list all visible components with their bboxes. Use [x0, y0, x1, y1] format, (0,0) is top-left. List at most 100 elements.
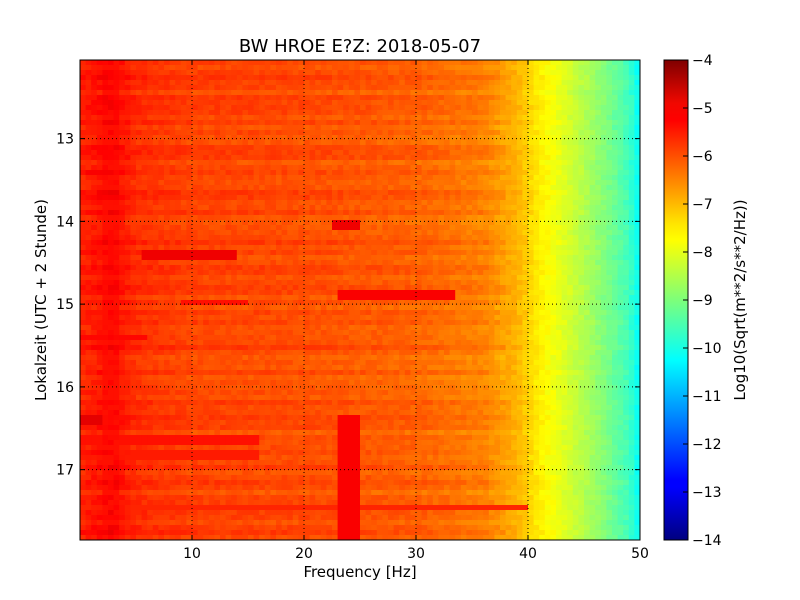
heatmap-cell — [169, 230, 176, 236]
heatmap-cell — [298, 265, 305, 271]
heatmap-cell — [80, 100, 87, 106]
heatmap-cell — [158, 65, 165, 71]
heatmap-cell — [567, 165, 574, 171]
heatmap-cell — [533, 95, 540, 101]
heatmap-cell — [248, 225, 255, 231]
heatmap-cell — [556, 135, 563, 141]
heatmap-cell — [505, 270, 512, 276]
heatmap-cell — [147, 295, 154, 301]
heatmap-cell — [472, 240, 479, 246]
heatmap-cell — [91, 225, 98, 231]
heatmap-cell — [438, 155, 445, 161]
heatmap-cell — [533, 305, 540, 311]
heatmap-cell — [186, 100, 193, 106]
heatmap-cell — [315, 205, 322, 211]
heatmap-cell — [494, 125, 501, 131]
heatmap-cell — [298, 235, 305, 241]
heatmap-cell — [248, 205, 255, 211]
heatmap-cell — [449, 125, 456, 131]
heatmap-cell — [550, 65, 557, 71]
heatmap-cell — [404, 300, 411, 306]
heatmap-cell — [561, 160, 568, 166]
heatmap-cell — [584, 225, 591, 231]
heatmap-cell — [192, 195, 199, 201]
heatmap-cell — [500, 100, 507, 106]
heatmap-cell — [606, 195, 613, 201]
heatmap-cell — [421, 135, 428, 141]
heatmap-cell — [214, 75, 221, 81]
heatmap-cell — [617, 275, 624, 281]
heatmap-cell — [410, 105, 417, 111]
heatmap-cell — [180, 95, 187, 101]
heatmap-cell — [102, 250, 109, 256]
heatmap-cell — [360, 155, 367, 161]
heatmap-cell — [567, 160, 574, 166]
heatmap-cell — [337, 90, 344, 96]
heatmap-cell — [113, 140, 120, 146]
heatmap-cell — [343, 175, 350, 181]
heatmap-cell — [264, 110, 271, 116]
heatmap-cell — [113, 100, 120, 106]
heatmap-cell — [516, 70, 523, 76]
heatmap-cell — [623, 65, 630, 71]
heatmap-cell — [444, 190, 451, 196]
heatmap-cell — [628, 65, 635, 71]
heatmap-cell — [108, 90, 115, 96]
heatmap-cell — [320, 260, 327, 266]
heatmap-cell — [388, 255, 395, 261]
heatmap-cell — [96, 115, 103, 121]
heatmap-cell — [606, 300, 613, 306]
heatmap-cell — [354, 240, 361, 246]
heatmap-cell — [544, 175, 551, 181]
heatmap-cell — [477, 60, 484, 66]
heatmap-cell — [600, 270, 607, 276]
heatmap-cell — [309, 140, 316, 146]
heatmap-cell — [567, 245, 574, 251]
heatmap-cell — [561, 280, 568, 286]
heatmap-cell — [505, 155, 512, 161]
heatmap-cell — [152, 65, 159, 71]
heatmap-cell — [572, 180, 579, 186]
heatmap-cell — [427, 300, 434, 306]
heatmap-cell — [304, 240, 311, 246]
heatmap-cell — [438, 195, 445, 201]
heatmap-cell — [96, 225, 103, 231]
heatmap-cell — [264, 150, 271, 156]
heatmap-cell — [388, 285, 395, 291]
heatmap-cell — [472, 150, 479, 156]
heatmap-cell — [393, 80, 400, 86]
heatmap-cell — [472, 235, 479, 241]
heatmap-cell — [477, 230, 484, 236]
heatmap-cell — [253, 190, 260, 196]
heatmap-cell — [376, 95, 383, 101]
heatmap-cell — [242, 285, 249, 291]
heatmap-cell — [365, 180, 372, 186]
heatmap-cell — [236, 200, 243, 206]
heatmap-cell — [158, 240, 165, 246]
heatmap-cell — [360, 65, 367, 71]
heatmap-cell — [270, 220, 277, 226]
heatmap-cell — [304, 105, 311, 111]
heatmap-cell — [572, 190, 579, 196]
heatmap-cell — [544, 290, 551, 296]
heatmap-cell — [572, 115, 579, 121]
heatmap-cell — [276, 205, 283, 211]
heatmap-cell — [550, 165, 557, 171]
heatmap-cell — [270, 275, 277, 281]
heatmap-cell — [102, 195, 109, 201]
heatmap-cell — [634, 300, 640, 306]
heatmap-cell — [528, 175, 535, 181]
heatmap-cell — [617, 190, 624, 196]
heatmap-cell — [119, 260, 126, 266]
heatmap-cell — [460, 270, 467, 276]
heatmap-cell — [214, 115, 221, 121]
heatmap-cell — [617, 300, 624, 306]
heatmap-cell — [337, 110, 344, 116]
heatmap-cell — [421, 115, 428, 121]
heatmap-cell — [410, 190, 417, 196]
heatmap-cell — [304, 200, 311, 206]
heatmap-cell — [606, 165, 613, 171]
heatmap-cell — [483, 245, 490, 251]
heatmap-cell — [634, 185, 640, 191]
heatmap-cell — [528, 180, 535, 186]
